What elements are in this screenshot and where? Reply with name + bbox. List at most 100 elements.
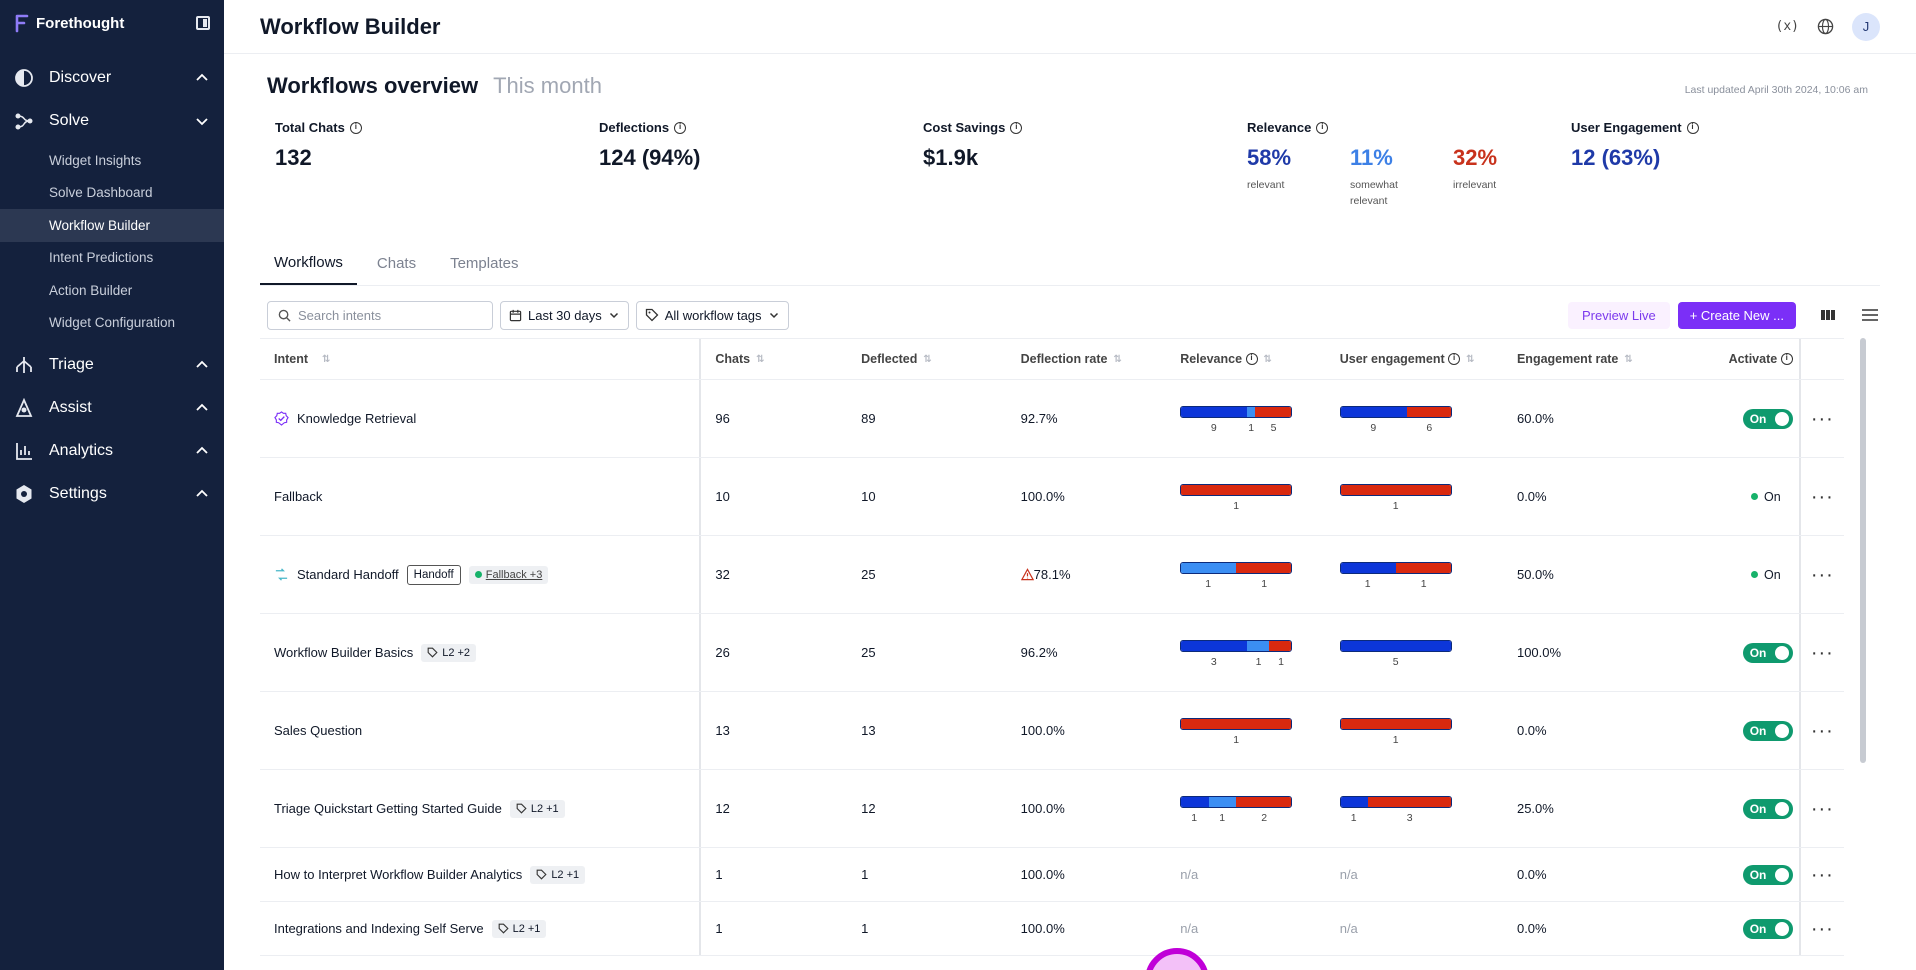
tab-chats[interactable]: Chats xyxy=(376,255,417,272)
col-deflection-rate[interactable]: Deflection rate ⇅ xyxy=(1021,339,1181,379)
workflow-tag-chip[interactable]: L2 +1 xyxy=(509,799,565,818)
more-options-icon[interactable]: ··· xyxy=(1810,563,1834,586)
nav-assist[interactable]: Assist xyxy=(0,386,224,429)
intent-name[interactable]: How to Interpret Workflow Builder Analyt… xyxy=(274,867,523,882)
relevance-bar[interactable]: 1 xyxy=(1180,480,1293,514)
table-row[interactable]: How to Interpret Workflow Builder Analyt… xyxy=(260,848,1844,902)
workflow-tags-dropdown[interactable]: All workflow tags xyxy=(635,300,789,330)
more-options-icon[interactable]: ··· xyxy=(1810,719,1834,742)
sidebar-item-solve-dashboard[interactable]: Solve Dashboard xyxy=(49,185,153,201)
relevance-bar[interactable]: 1 xyxy=(1180,714,1293,748)
toggle-knob xyxy=(1774,723,1789,738)
engagement-bar[interactable]: 1 xyxy=(1339,480,1452,514)
sort-icon: ⇅ xyxy=(322,353,331,365)
tab-workflows[interactable]: Workflows xyxy=(260,242,357,285)
info-icon[interactable] xyxy=(674,121,687,134)
nav-analytics[interactable]: Analytics xyxy=(0,429,224,472)
relevance-bar[interactable]: 1 1 2 xyxy=(1180,792,1293,826)
more-options-icon[interactable]: ··· xyxy=(1810,863,1834,886)
more-options-icon[interactable]: ··· xyxy=(1810,485,1834,508)
info-icon[interactable] xyxy=(1245,353,1258,365)
activate-toggle[interactable]: On xyxy=(1742,798,1793,819)
nav-settings[interactable]: Settings xyxy=(0,472,224,515)
info-icon[interactable] xyxy=(1010,121,1023,134)
search-input[interactable]: Search intents xyxy=(267,300,493,330)
info-icon[interactable] xyxy=(1780,353,1793,365)
col-deflected[interactable]: Deflected ⇅ xyxy=(861,339,1021,379)
table-row[interactable]: Standard Handoff Handoff Fallback +3 32 25… xyxy=(260,536,1844,614)
relevance-bar[interactable]: 9 1 5 xyxy=(1180,402,1293,436)
col-engagement-rate[interactable]: Engagement rate ⇅ xyxy=(1517,339,1694,379)
intent-name[interactable]: Workflow Builder Basics xyxy=(274,645,414,660)
more-options-icon[interactable]: ··· xyxy=(1810,407,1834,430)
table-row[interactable]: Workflow Builder Basics L2 +2 26 25 96.2%… xyxy=(260,614,1844,692)
segment-somewhat xyxy=(1208,796,1237,807)
avatar[interactable]: J xyxy=(1852,12,1880,41)
activate-toggle[interactable]: On xyxy=(1742,720,1793,741)
intent-name[interactable]: Sales Question xyxy=(274,723,363,738)
table-row[interactable]: Triage Quickstart Getting Started Guide L… xyxy=(260,770,1844,848)
more-options-icon[interactable]: ··· xyxy=(1810,797,1834,820)
info-icon[interactable] xyxy=(1686,121,1699,134)
tab-templates[interactable]: Templates xyxy=(450,255,519,272)
col-intent[interactable]: Intent ⇅ xyxy=(260,339,702,379)
collapse-sidebar-icon[interactable] xyxy=(196,16,210,30)
cell-engagement-rate: 0.0% xyxy=(1516,723,1547,738)
sidebar-item-action-builder[interactable]: Action Builder xyxy=(49,282,133,298)
activate-toggle[interactable]: On xyxy=(1742,864,1793,885)
columns-view-icon[interactable] xyxy=(1818,305,1838,325)
col-chats[interactable]: Chats ⇅ xyxy=(701,339,861,379)
col-user-engagement[interactable]: User engagement ⇅ xyxy=(1340,339,1517,379)
create-new-button[interactable]: + Create New ... xyxy=(1677,301,1796,329)
info-icon[interactable] xyxy=(1448,353,1461,365)
more-options-icon[interactable]: ··· xyxy=(1810,917,1834,940)
intent-name[interactable]: Knowledge Retrieval xyxy=(297,411,417,426)
table-row[interactable]: Integrations and Indexing Self Serve L2 +… xyxy=(260,902,1844,956)
sidebar-item-intent-predictions[interactable]: Intent Predictions xyxy=(49,250,154,266)
workflow-tag-chip[interactable]: Fallback +3 xyxy=(468,565,549,584)
preview-live-button[interactable]: Preview Live xyxy=(1568,301,1670,329)
col-relevance[interactable]: Relevance ⇅ xyxy=(1180,339,1340,379)
activate-toggle[interactable]: On xyxy=(1742,408,1793,429)
activate-toggle[interactable]: On xyxy=(1742,642,1793,663)
globe-icon[interactable] xyxy=(1817,18,1834,35)
workflow-tag-chip[interactable]: L2 +1 xyxy=(530,865,586,884)
nav-solve[interactable]: Solve xyxy=(0,99,224,142)
intent-name[interactable]: Integrations and Indexing Self Serve xyxy=(274,921,484,936)
context-variables-button[interactable]: (x) xyxy=(1775,19,1799,34)
intent-name[interactable]: Standard Handoff xyxy=(297,567,399,582)
table-row[interactable]: Fallback 10 10 100.0% 1 1 0.0% On ··· xyxy=(260,458,1844,536)
list-view-icon[interactable] xyxy=(1860,305,1880,325)
table-row[interactable]: Sales Question 13 13 100.0% 1 1 0.0% On … xyxy=(260,692,1844,770)
intent-name[interactable]: Triage Quickstart Getting Started Guide xyxy=(274,801,502,816)
cell-more: ··· xyxy=(1801,692,1844,769)
engagement-bar[interactable]: 1 xyxy=(1339,714,1452,748)
cell-deflected: 1 xyxy=(861,867,869,882)
table-scrollbar[interactable] xyxy=(1860,338,1866,763)
workflow-tag-chip[interactable]: L2 +2 xyxy=(421,643,477,662)
main-content: Workflow Builder (x) J Workflows overvie… xyxy=(224,0,1916,970)
workflow-tag-chip[interactable]: L2 +1 xyxy=(491,919,547,938)
relevance-bar[interactable]: 3 1 1 xyxy=(1180,636,1293,670)
more-options-icon[interactable]: ··· xyxy=(1810,641,1834,664)
nav-triage[interactable]: Triage xyxy=(0,343,224,386)
bar-labels: 1 xyxy=(1180,500,1292,512)
sidebar-item-widget-insights[interactable]: Widget Insights xyxy=(49,152,142,168)
sidebar-item-workflow-builder[interactable]: Workflow Builder xyxy=(0,209,224,242)
sort-icon: ⇅ xyxy=(923,353,932,365)
intent-name[interactable]: Fallback xyxy=(274,489,323,504)
activate-toggle[interactable]: On xyxy=(1742,918,1793,939)
bar-labels: 1 xyxy=(1340,734,1452,746)
info-icon[interactable] xyxy=(349,121,362,134)
nav-discover[interactable]: Discover xyxy=(0,56,224,99)
date-range-dropdown[interactable]: Last 30 days xyxy=(500,300,629,330)
engagement-bar[interactable]: 5 xyxy=(1339,636,1452,670)
info-icon[interactable] xyxy=(1316,121,1329,134)
sidebar-item-widget-configuration[interactable]: Widget Configuration xyxy=(49,315,176,331)
overview-title: Workflows overview xyxy=(267,73,479,98)
